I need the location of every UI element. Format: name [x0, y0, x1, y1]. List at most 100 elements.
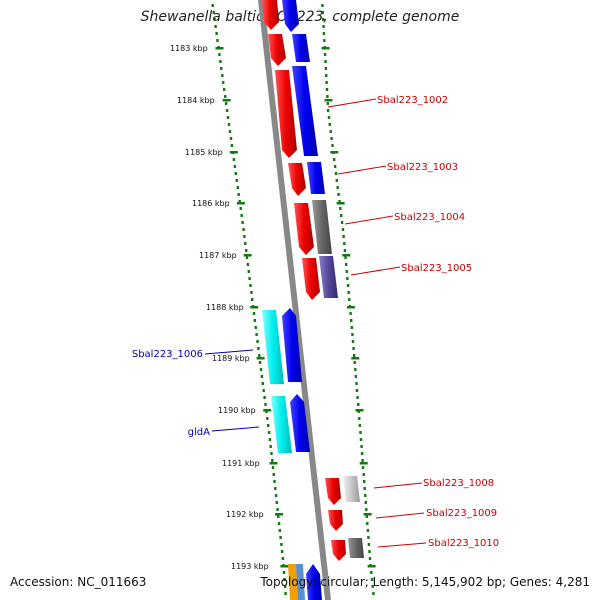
track-dot: [251, 298, 254, 301]
track-dot: [216, 39, 219, 42]
track-dot: [284, 592, 287, 595]
track-dot: [324, 60, 327, 63]
gene-arrow[interactable]: [292, 66, 318, 156]
track-dot: [283, 578, 286, 581]
gene-arrow[interactable]: [268, 34, 286, 66]
track-dot: [268, 438, 272, 441]
track-dot: [322, 18, 325, 21]
gene-arrow[interactable]: [312, 200, 332, 254]
gene-arrow[interactable]: [288, 564, 298, 600]
track-dot: [370, 571, 373, 574]
track-dot: [345, 270, 348, 273]
gene-label-sbal223-1010[interactable]: Sbal223_1010: [428, 538, 499, 549]
tick-label: 1187 kbp: [199, 251, 237, 260]
track-dot: [283, 585, 287, 588]
gene-label-sbal223-1005[interactable]: Sbal223_1005: [401, 263, 472, 274]
gene-arrow[interactable]: [282, 308, 302, 382]
gene-label-sbal223-1004[interactable]: Sbal223_1004: [394, 212, 465, 223]
gene-arrow[interactable]: [290, 394, 310, 452]
gene-label-sbal223-1003[interactable]: Sbal223_1003: [387, 162, 458, 173]
gene-arrow[interactable]: [282, 0, 299, 32]
gene-arrow[interactable]: [319, 256, 338, 298]
track-dot: [271, 466, 275, 469]
gene-arrow[interactable]: [343, 476, 360, 502]
track-dot: [359, 431, 362, 434]
track-dot: [370, 578, 374, 581]
track-dot: [274, 494, 278, 497]
track-dot: [274, 487, 277, 490]
tick-mark: [346, 306, 355, 309]
gene-arrow[interactable]: [262, 0, 279, 30]
track-dot: [245, 249, 248, 252]
gene-arrow[interactable]: [296, 564, 305, 600]
gene-label-sbal223-1009[interactable]: Sbal223_1009: [426, 508, 497, 519]
gene-arrow[interactable]: [328, 510, 343, 531]
gene-arrow[interactable]: [348, 538, 364, 558]
track-dot: [230, 144, 234, 147]
track-dot: [246, 263, 250, 266]
gene-arrow[interactable]: [275, 70, 297, 158]
track-dot: [229, 137, 233, 140]
gene-label-sbal223-1002[interactable]: Sbal223_1002: [377, 95, 448, 106]
track-dot: [328, 123, 331, 126]
track-dot: [351, 333, 354, 336]
gene-arrow[interactable]: [306, 564, 322, 600]
track-dot: [235, 179, 238, 182]
track-dot: [362, 473, 365, 476]
genome-backbone: [258, 0, 331, 600]
tick-marks: [215, 47, 376, 568]
track-dot: [365, 508, 368, 511]
tick-mark: [321, 47, 330, 50]
gene-arrow[interactable]: [288, 163, 306, 196]
gene-label-sbal223-1008[interactable]: Sbal223_1008: [423, 478, 494, 489]
gene-arrow[interactable]: [294, 203, 314, 255]
tick-label: 1183 kbp: [170, 44, 208, 53]
track-dot: [252, 312, 256, 315]
gene-label-sbal223-1006[interactable]: Sbal223_1006: [132, 349, 203, 360]
track-dot: [266, 417, 269, 420]
track-dot: [215, 32, 218, 35]
tick-label: 1185 kbp: [185, 148, 223, 157]
gene-label-glda[interactable]: gldA: [188, 427, 210, 438]
track-dot: [220, 67, 223, 70]
tick-label: 1184 kbp: [177, 96, 215, 105]
track-dot: [243, 235, 246, 238]
track-dot: [366, 522, 369, 525]
gene-arrow[interactable]: [262, 310, 284, 384]
track-dot: [324, 67, 328, 70]
tick-mark: [250, 306, 259, 309]
gene-arrow[interactable]: [325, 478, 341, 505]
track-dot: [340, 214, 343, 217]
track-dot: [218, 53, 221, 56]
track-dot: [356, 396, 359, 399]
gene-arrow[interactable]: [307, 162, 325, 194]
track-dot: [260, 375, 264, 378]
track-dot: [339, 207, 342, 210]
track-dot: [325, 81, 328, 84]
track-dot: [363, 480, 366, 483]
track-dot: [355, 382, 358, 385]
gene-arrow[interactable]: [331, 540, 346, 561]
label-leaders: [204, 98, 427, 548]
track-dot: [367, 543, 371, 546]
track-dot: [236, 186, 239, 189]
track-dot: [267, 424, 270, 427]
track-dot: [255, 333, 258, 336]
track-dot: [350, 319, 353, 322]
tick-mark: [269, 462, 278, 465]
track-dot: [349, 312, 352, 315]
track-dot: [361, 459, 364, 462]
gene-arrow[interactable]: [302, 258, 320, 300]
track-dot: [247, 270, 250, 273]
track-dot: [334, 172, 338, 175]
gene-arrow[interactable]: [271, 396, 292, 453]
track-dot: [232, 158, 236, 161]
accession-text: Accession: NC_011663: [10, 575, 147, 589]
track-dot: [263, 396, 266, 399]
track-dot: [354, 375, 358, 378]
track-dot: [238, 200, 241, 203]
track-dot: [242, 228, 245, 231]
track-dot: [368, 550, 371, 553]
track-dot: [333, 165, 337, 168]
gene-arrow[interactable]: [292, 34, 310, 62]
